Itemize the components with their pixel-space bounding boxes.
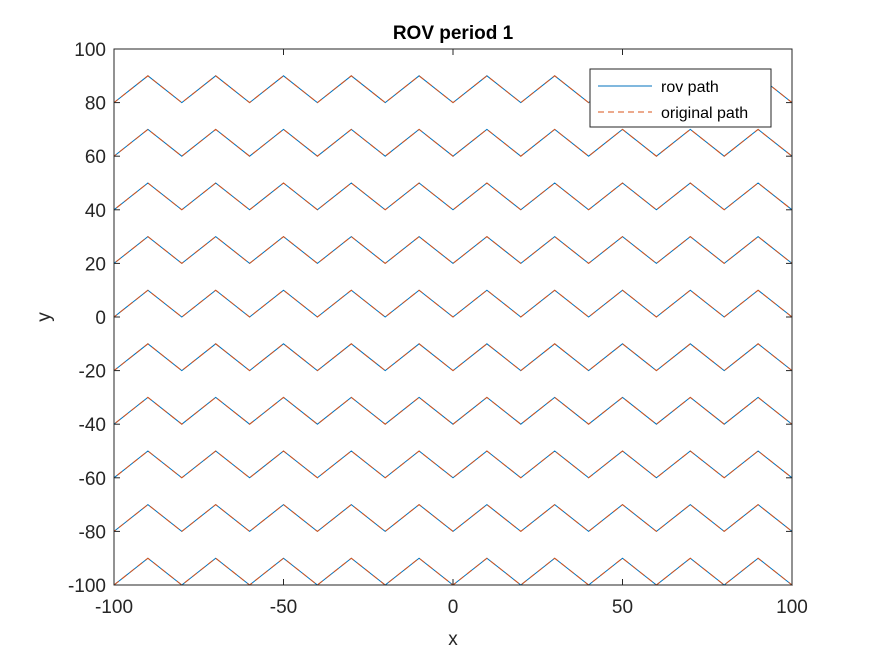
y-tick-label: 0 [95, 308, 106, 329]
y-tick-label: 60 [85, 147, 106, 168]
y-axis-label: y [34, 312, 55, 322]
x-tick-label: 0 [448, 597, 459, 618]
plot-area: -100 -50 0 50 100 -100 -80 -60 -40 -20 0 20 40 60 80 10… [68, 40, 808, 618]
y-tick-label: -20 [79, 362, 106, 383]
chart-title: ROV period 1 [393, 23, 514, 44]
y-tick-label: 80 [85, 94, 106, 115]
legend-label-original-path: original path [661, 105, 748, 122]
x-tick-label: 50 [612, 597, 633, 618]
y-tick-label: 40 [85, 201, 106, 222]
x-tick-label: -100 [95, 597, 133, 618]
y-tick-label: -60 [79, 469, 106, 490]
x-axis-label: x [448, 629, 458, 650]
y-tick-label: -80 [79, 522, 106, 543]
y-tick-label: -40 [79, 415, 106, 436]
x-tick-label: -50 [270, 597, 297, 618]
legend[interactable]: rov path original path [589, 68, 772, 128]
y-tick-label: -100 [68, 576, 106, 597]
x-tick-label: 100 [776, 597, 808, 618]
legend-box [589, 68, 772, 128]
ticks-layer: -100 -50 0 50 100 -100 -80 -60 -40 -20 0 20 40 60 80 10… [68, 40, 808, 618]
legend-label-rov-path: rov path [661, 79, 719, 96]
y-tick-label: 20 [85, 254, 106, 275]
y-tick-label: 100 [74, 40, 106, 61]
